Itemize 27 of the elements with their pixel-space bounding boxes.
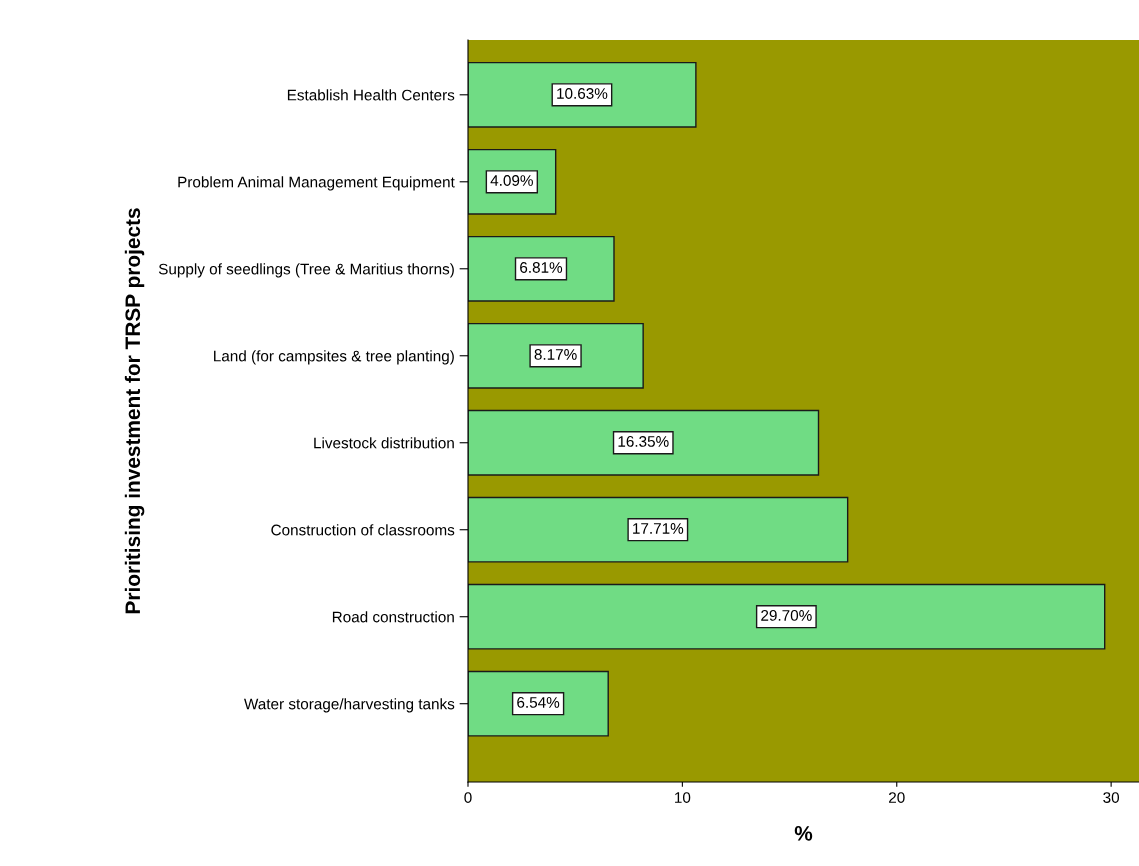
bar bbox=[468, 61, 697, 128]
y-tick-label: Establish Health Centers bbox=[287, 89, 455, 101]
bar bbox=[468, 322, 644, 389]
y-tick-label: Supply of seedlings (Tree & Maritius thorns) bbox=[158, 263, 454, 278]
bar bbox=[468, 409, 820, 476]
bar bbox=[468, 583, 1106, 650]
bar bbox=[468, 496, 849, 563]
y-axis-title: Prioritising investment for TRSP projects bbox=[124, 208, 145, 614]
x-tick-label: 30 bbox=[1103, 792, 1120, 803]
x-tick-label: 0 bbox=[464, 792, 472, 803]
x-tick-label: 20 bbox=[889, 792, 905, 803]
data-label: 17.71% bbox=[633, 523, 684, 534]
data-label: 10.63% bbox=[557, 88, 608, 99]
data-label: 6.81% bbox=[520, 262, 563, 273]
y-tick-label: Land (for campsites & tree planting) bbox=[214, 350, 454, 365]
x-axis-title: % bbox=[794, 826, 813, 841]
data-label: 16.35% bbox=[618, 436, 669, 447]
y-tick-label: Road construction bbox=[332, 611, 454, 623]
y-tick-label: Problem Animal Management Equipment bbox=[178, 176, 455, 191]
y-tick-label: Livestock distribution bbox=[314, 437, 454, 449]
data-label: 6.54% bbox=[517, 696, 560, 708]
x-tick-label: 10 bbox=[675, 792, 691, 803]
data-label: 8.17% bbox=[534, 349, 577, 360]
data-label: 29.70% bbox=[761, 610, 812, 621]
y-tick-label: Construction of classrooms bbox=[271, 524, 455, 536]
data-label: 4.09% bbox=[490, 175, 533, 186]
y-tick-label: Water storage/harvesting tanks bbox=[244, 698, 455, 713]
